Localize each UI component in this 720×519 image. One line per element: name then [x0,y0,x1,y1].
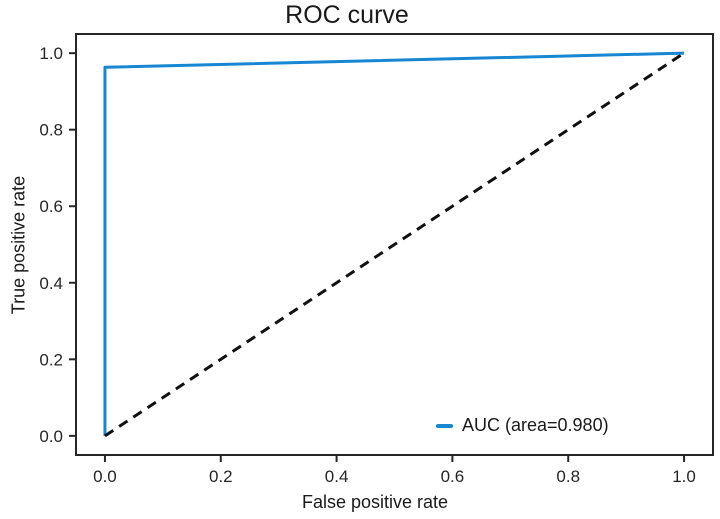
legend-line-marker-icon [436,423,453,428]
x-tick-label: 0.0 [93,467,117,486]
series-chance-diagonal [104,51,685,438]
y-tick-label: 0.6 [39,197,63,216]
x-axis-label: False positive rate [301,492,449,512]
y-tick-label: 1.0 [39,44,63,63]
y-tick-label: 0.0 [39,427,63,446]
y-tick-label: 0.8 [39,121,63,140]
chart-title: ROC curve [285,1,409,29]
x-tick-label: 0.8 [556,467,580,486]
series-roc-curve [103,51,685,436]
y-tick-label: 0.4 [39,274,63,293]
y-axis-label: True positive rate [8,175,29,315]
x-tick-label: 1.0 [672,467,696,486]
legend: AUC (area=0.980) [436,415,609,436]
legend-label: AUC (area=0.980) [462,415,609,435]
x-tick-label: 0.6 [441,467,465,486]
y-tick-label: 0.2 [39,350,63,369]
x-tick-label: 0.2 [209,467,233,486]
x-tick-label: 0.4 [325,467,349,486]
axes-frame [75,33,714,456]
